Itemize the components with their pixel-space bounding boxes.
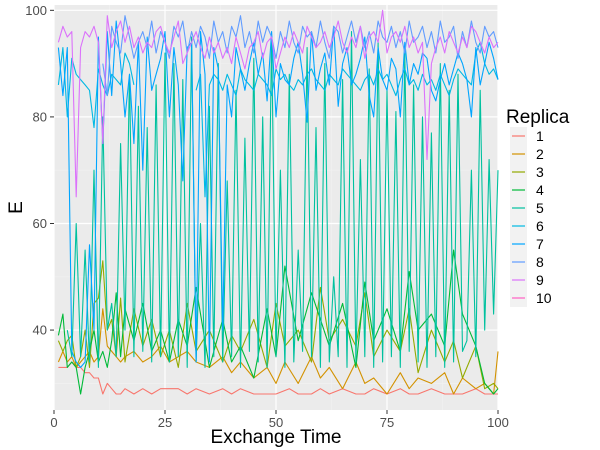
legend-label-replica-8: 8: [536, 254, 544, 270]
legend-label-replica-3: 3: [536, 164, 544, 180]
axis-ticks: 0 25 50 75 100 40 60 80 100: [25, 3, 509, 430]
series-line-replica-1: [58, 361, 498, 395]
series-layer: [57, 9, 499, 395]
x-tick-label: 25: [158, 415, 172, 430]
legend-label-replica-10: 10: [536, 290, 552, 306]
series-line-replica-4: [57, 249, 499, 395]
legend-label-replica-5: 5: [536, 200, 544, 216]
x-axis-title: Exchange Time: [211, 427, 342, 448]
grid-lines: [53, 5, 499, 410]
y-tick-label: 60: [33, 216, 47, 231]
x-tick-label: 75: [380, 415, 394, 430]
series-line-replica-3: [57, 260, 499, 390]
legend-label-replica-6: 6: [536, 218, 544, 234]
legend-title: Replica: [506, 107, 570, 128]
legend-label-replica-4: 4: [536, 182, 544, 198]
series-line-replica-5: [66, 31, 499, 368]
y-tick-label: 40: [33, 323, 47, 338]
legend-label-replica-1: 1: [536, 128, 544, 144]
legend-label-replica-7: 7: [536, 236, 544, 252]
x-tick-label: 0: [50, 415, 57, 430]
x-tick-label: 50: [269, 415, 283, 430]
series-line-replica-6: [57, 47, 135, 129]
x-tick-label: 100: [487, 415, 509, 430]
series-line-replica-8: [102, 15, 499, 97]
legend-label-replica-2: 2: [536, 146, 544, 162]
legend: Replica 1 2 3 4 5 6 7 8 9 10: [506, 107, 570, 307]
series-line-replica-9: [57, 9, 499, 198]
series-line-replica-2: [57, 308, 499, 395]
y-axis-title: E: [6, 201, 27, 214]
series-line-replica-7: [57, 20, 499, 368]
legend-label-replica-9: 9: [536, 272, 544, 288]
y-tick-label: 100: [25, 3, 47, 18]
y-tick-label: 80: [33, 109, 47, 124]
